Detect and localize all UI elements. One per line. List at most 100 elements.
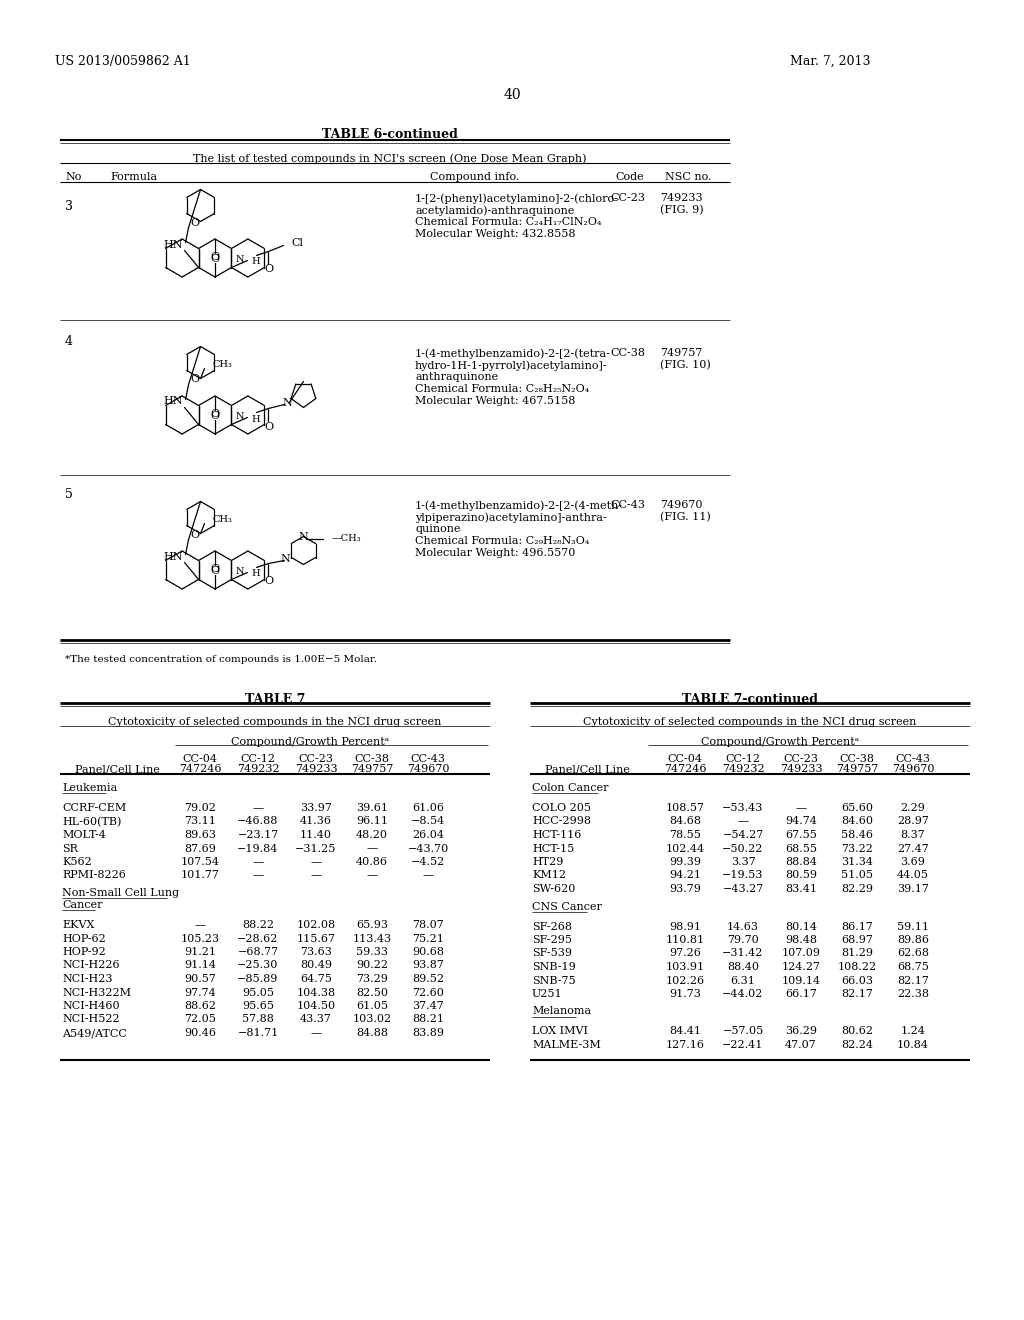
Text: 99.39: 99.39 [669,857,701,867]
Text: 64.75: 64.75 [300,974,332,983]
Text: H: H [252,257,260,267]
Text: 73.29: 73.29 [356,974,388,983]
Text: 124.27: 124.27 [781,962,820,972]
Text: 66.03: 66.03 [841,975,873,986]
Text: —: — [367,870,378,880]
Text: 749670: 749670 [407,764,450,774]
Text: Compound/Growth Percentᵃ: Compound/Growth Percentᵃ [231,737,389,747]
Text: 68.97: 68.97 [841,935,872,945]
Text: 3: 3 [65,201,73,213]
Text: 88.21: 88.21 [412,1015,444,1024]
Text: −44.02: −44.02 [722,989,764,999]
Text: N: N [236,412,244,421]
Text: 3.37: 3.37 [731,857,756,867]
Text: KM12: KM12 [532,870,566,880]
Text: 105.23: 105.23 [180,933,219,944]
Text: 747246: 747246 [664,764,707,774]
Text: O: O [211,566,219,576]
Text: 66.17: 66.17 [785,989,817,999]
Text: Panel/Cell Line: Panel/Cell Line [545,764,630,774]
Text: CC-43: CC-43 [610,500,645,510]
Text: CC-23: CC-23 [783,754,818,764]
Text: 72.05: 72.05 [184,1015,216,1024]
Text: 28.97: 28.97 [897,817,929,826]
Text: —: — [253,857,263,867]
Text: Colon Cancer: Colon Cancer [532,783,608,793]
Text: A549/ATCC: A549/ATCC [62,1028,127,1038]
Text: 107.09: 107.09 [781,949,820,958]
Text: The list of tested compounds in NCI's screen (One Dose Mean Graph): The list of tested compounds in NCI's sc… [194,153,587,164]
Text: 73.22: 73.22 [841,843,872,854]
Text: 1-(4-methylbenzamido)-2-[2-(tetra-
hydro-1H-1-pyrrolyl)acetylamino]-
anthraquino: 1-(4-methylbenzamido)-2-[2-(tetra- hydro… [415,348,611,405]
Text: CC-12: CC-12 [725,754,761,764]
Text: 5: 5 [65,488,73,502]
Text: CC-38: CC-38 [354,754,389,764]
Text: 102.08: 102.08 [296,920,336,931]
Text: 3.69: 3.69 [900,857,926,867]
Text: HT29: HT29 [532,857,563,867]
Text: TABLE 6-continued: TABLE 6-continued [323,128,458,141]
Text: 68.55: 68.55 [785,843,817,854]
Text: TABLE 7: TABLE 7 [245,693,305,706]
Text: 83.41: 83.41 [785,884,817,894]
Text: −31.42: −31.42 [722,949,764,958]
Text: Code: Code [615,172,644,182]
Text: 84.88: 84.88 [356,1028,388,1038]
Text: K562: K562 [62,857,92,867]
Text: 84.68: 84.68 [669,817,701,826]
Text: LOX IMVI: LOX IMVI [532,1027,588,1036]
Text: −28.62: −28.62 [238,933,279,944]
Text: SR: SR [62,843,78,854]
Text: CH₃: CH₃ [213,360,232,370]
Text: 104.38: 104.38 [296,987,336,998]
Text: 98.48: 98.48 [785,935,817,945]
Text: 75.21: 75.21 [412,933,444,944]
Text: 68.75: 68.75 [897,962,929,972]
Text: 8.37: 8.37 [901,830,926,840]
Text: 88.84: 88.84 [785,857,817,867]
Text: 108.57: 108.57 [666,803,705,813]
Text: —: — [253,803,263,813]
Text: −8.54: −8.54 [411,817,445,826]
Text: HN: HN [163,396,182,407]
Text: COLO 205: COLO 205 [532,803,591,813]
Text: 110.81: 110.81 [666,935,705,945]
Text: 31.34: 31.34 [841,857,873,867]
Text: 48.20: 48.20 [356,830,388,840]
Text: O: O [211,411,219,421]
Text: 94.74: 94.74 [785,817,817,826]
Text: O: O [264,421,273,432]
Text: 81.29: 81.29 [841,949,873,958]
Text: 78.55: 78.55 [669,830,701,840]
Text: −81.71: −81.71 [238,1028,279,1038]
Text: 101.77: 101.77 [180,870,219,880]
Text: 79.70: 79.70 [727,935,759,945]
Text: N: N [236,568,244,576]
Text: CC-04: CC-04 [182,754,217,764]
Text: 86.17: 86.17 [841,921,872,932]
Text: 749232: 749232 [722,764,764,774]
Text: 90.22: 90.22 [356,961,388,970]
Text: −25.30: −25.30 [238,961,279,970]
Text: 14.63: 14.63 [727,921,759,932]
Text: 73.11: 73.11 [184,817,216,826]
Text: 96.11: 96.11 [356,817,388,826]
Text: 59.33: 59.33 [356,946,388,957]
Text: HOP-92: HOP-92 [62,946,105,957]
Text: 95.65: 95.65 [242,1001,274,1011]
Text: 39.61: 39.61 [356,803,388,813]
Text: 36.29: 36.29 [785,1027,817,1036]
Text: HN: HN [163,552,182,561]
Text: 59.11: 59.11 [897,921,929,932]
Text: 37.47: 37.47 [412,1001,443,1011]
Text: 51.05: 51.05 [841,870,873,880]
Text: 107.54: 107.54 [180,857,219,867]
Text: NCI-H522: NCI-H522 [62,1015,120,1024]
Text: SNB-75: SNB-75 [532,975,575,986]
Text: 747246: 747246 [179,764,221,774]
Text: *The tested concentration of compounds is 1.00E−5 Molar.: *The tested concentration of compounds i… [65,655,377,664]
Text: HN: HN [163,239,182,249]
Text: CC-38: CC-38 [840,754,874,764]
Text: 11.40: 11.40 [300,830,332,840]
Text: MALME-3M: MALME-3M [532,1040,601,1049]
